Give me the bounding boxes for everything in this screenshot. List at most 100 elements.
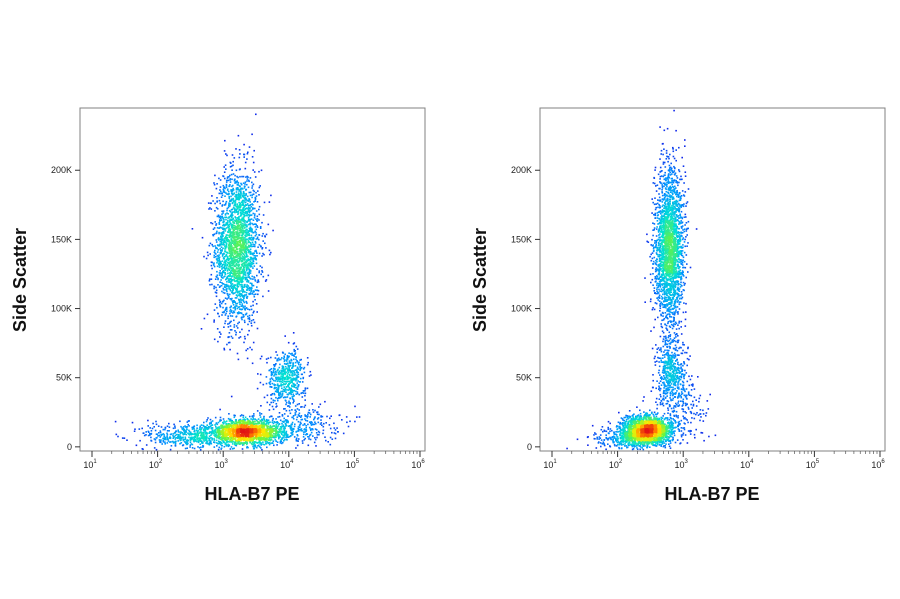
event-dot <box>222 426 224 428</box>
event-dot <box>229 435 231 438</box>
event-dot <box>242 223 244 225</box>
event-dot <box>280 426 283 429</box>
event-dot <box>224 214 227 216</box>
event-dot <box>228 432 231 434</box>
event-dot <box>285 382 287 385</box>
event-dot <box>283 436 285 439</box>
event-dot <box>247 241 250 243</box>
event-dot <box>193 430 196 433</box>
event-dot <box>266 429 269 431</box>
event-dot <box>216 254 219 257</box>
event-dot <box>279 440 282 443</box>
event-dot <box>214 433 217 436</box>
event-dot <box>207 443 210 445</box>
event-dot <box>214 202 216 205</box>
event-dot <box>337 431 339 433</box>
event-dot <box>166 436 168 439</box>
event-dot <box>300 366 303 369</box>
event-dot <box>268 439 270 441</box>
event-dot <box>239 195 242 197</box>
event-dot <box>251 261 253 264</box>
event-dot <box>300 367 302 370</box>
event-dot <box>258 243 261 246</box>
event-dot <box>309 428 312 430</box>
event-dot <box>246 297 248 299</box>
event-dot <box>285 409 288 412</box>
event-dot <box>250 206 253 208</box>
event-dot <box>234 238 236 241</box>
event-dot <box>236 294 238 296</box>
event-dot <box>312 423 314 426</box>
event-dot <box>287 371 290 374</box>
event-dot <box>309 413 312 416</box>
event-dot <box>237 306 240 309</box>
event-dot <box>270 374 273 376</box>
event-dot <box>243 206 246 208</box>
event-dot <box>200 428 202 430</box>
event-dot <box>256 420 259 423</box>
event-dot <box>280 369 283 372</box>
event-dot <box>271 434 273 436</box>
event-dot <box>252 319 255 321</box>
event-dot <box>232 232 234 235</box>
event-dot <box>203 429 205 432</box>
event-dot <box>244 337 246 340</box>
event-dot <box>223 225 226 227</box>
event-dot <box>230 441 233 443</box>
event-dot <box>277 384 279 387</box>
event-dot <box>243 290 246 293</box>
event-dot <box>194 438 197 441</box>
event-dot <box>224 437 227 440</box>
event-dot <box>304 419 307 422</box>
event-dot <box>234 274 236 277</box>
event-dot <box>214 303 217 305</box>
event-dot <box>218 315 220 318</box>
event-dot <box>247 245 250 248</box>
event-dot <box>160 426 163 428</box>
event-dot <box>163 434 165 436</box>
event-dot <box>291 409 293 411</box>
event-dot <box>272 368 275 370</box>
event-dot <box>317 417 320 419</box>
event-dot <box>253 447 256 450</box>
event-dot <box>258 440 261 442</box>
event-dot <box>252 445 254 448</box>
event-dot <box>284 370 286 372</box>
event-dot <box>224 187 226 190</box>
event-dot <box>240 193 242 195</box>
event-dot <box>134 428 136 430</box>
event-dot <box>295 374 298 377</box>
event-dot <box>242 242 244 245</box>
event-dot <box>240 308 242 311</box>
event-dot <box>300 406 302 408</box>
event-dot <box>143 434 146 437</box>
event-dot <box>302 368 305 370</box>
event-dot <box>237 237 240 239</box>
event-dot <box>154 441 157 444</box>
event-dot <box>314 421 316 423</box>
event-dot <box>259 412 261 414</box>
event-dot <box>228 236 231 238</box>
event-dot <box>179 420 181 423</box>
event-dot <box>314 416 316 418</box>
event-dot <box>238 229 241 232</box>
event-dot <box>184 438 186 441</box>
event-dot <box>200 328 203 330</box>
event-dot <box>278 394 280 397</box>
event-dot <box>213 434 215 436</box>
event-dot <box>232 438 234 441</box>
event-dot <box>239 240 241 242</box>
event-dot <box>256 423 258 425</box>
event-dot <box>235 209 237 211</box>
event-dot <box>257 293 259 296</box>
event-dot <box>238 274 240 277</box>
event-dot <box>237 210 240 212</box>
event-dot <box>289 364 292 367</box>
event-dot <box>266 394 269 397</box>
event-dot <box>258 422 261 425</box>
event-dot <box>214 245 216 247</box>
event-dot <box>158 439 161 441</box>
event-dot <box>228 245 230 248</box>
event-dot <box>223 292 226 294</box>
event-dot <box>235 252 237 255</box>
